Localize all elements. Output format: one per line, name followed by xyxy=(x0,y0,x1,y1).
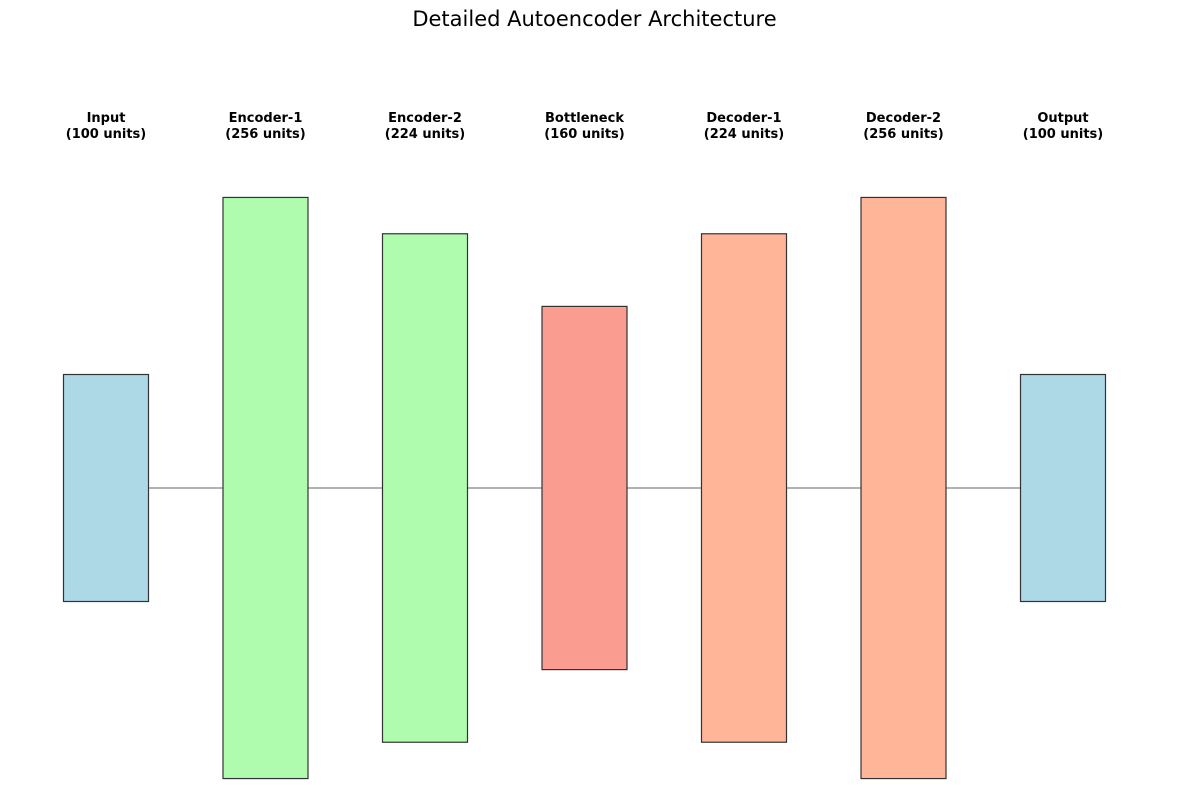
layer-block-output xyxy=(1019,373,1107,603)
diagram-title: Detailed Autoencoder Architecture xyxy=(412,7,776,31)
layer-label-group: Input(100 units)Encoder-1(256 units)Enco… xyxy=(66,111,1103,142)
layer-name-bottleneck: Bottleneck xyxy=(545,111,624,126)
layer-name-encoder-1: Encoder-1 xyxy=(229,111,303,126)
layer-units-output: (100 units) xyxy=(1023,127,1103,142)
layer-block-decoder-1 xyxy=(700,233,788,743)
layer-units-encoder-2: (224 units) xyxy=(385,127,465,142)
layer-block-encoder-2 xyxy=(381,233,469,743)
layer-name-decoder-1: Decoder-1 xyxy=(706,111,781,126)
layer-units-encoder-1: (256 units) xyxy=(225,127,305,142)
layer-name-output: Output xyxy=(1037,111,1088,126)
layer-units-decoder-2: (256 units) xyxy=(863,127,943,142)
layer-block-input xyxy=(62,373,150,603)
layer-units-input: (100 units) xyxy=(66,127,146,142)
layer-name-input: Input xyxy=(87,111,126,126)
layer-name-encoder-2: Encoder-2 xyxy=(388,111,462,126)
layer-block-bottleneck xyxy=(541,305,628,671)
layer-units-decoder-1: (224 units) xyxy=(704,127,784,142)
layer-units-bottleneck: (160 units) xyxy=(544,127,624,142)
layer-block-encoder-1 xyxy=(222,196,309,780)
layer-block-decoder-2 xyxy=(860,196,947,780)
layer-block-group xyxy=(62,196,1107,780)
layer-name-decoder-2: Decoder-2 xyxy=(866,111,941,126)
